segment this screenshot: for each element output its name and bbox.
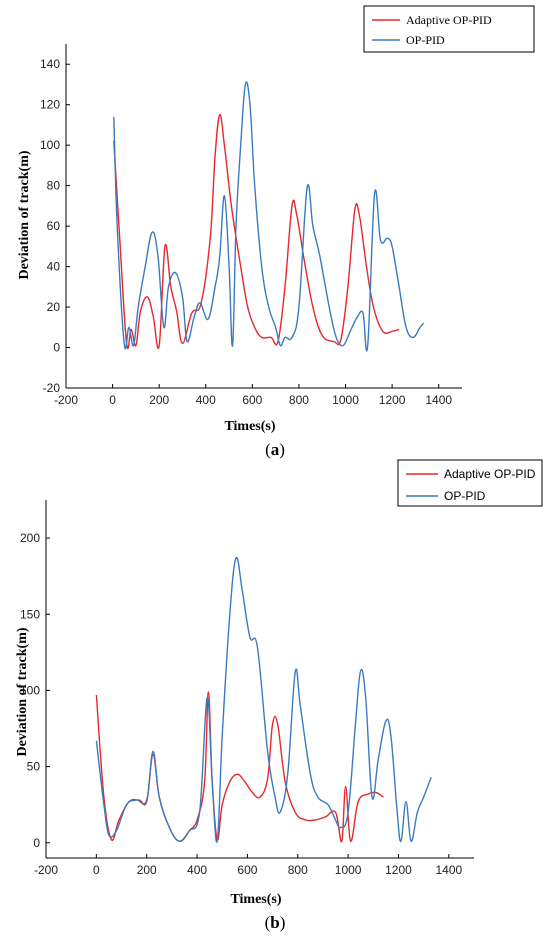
chart-a-xtick-label: 800 [289,393,309,407]
chart-a-xlabel: Times(s) [224,419,275,434]
chart-a-xtick-label: 0 [109,393,116,407]
chart-a-series-adaptive-op-pid-line [113,114,400,350]
chart-b-legend-box [397,459,543,507]
chart-b-legend: Adaptive OP-PID OP-PID [397,459,543,507]
chart-a-legend: Adaptive OP-PID OP-PID [363,5,535,53]
chart-b-series-op-pid-line [95,556,432,843]
chart-b-xtick-label: -200 [34,863,58,877]
chart-b-ytick-label: 50 [27,760,41,774]
chart-b-ylabel: Deviation of track(m) [15,627,30,756]
chart-b-ytick-label: 100 [20,683,40,697]
chart-a-xtick-label: 200 [149,393,169,407]
chart-a-ytick-label: 60 [47,219,61,233]
chart-b-caption-letter: b [270,913,279,932]
chart-a: Deviation of track(m) Times(s) Adaptive … [17,5,535,459]
chart-b-series-adaptive-op-pid-line [95,691,384,843]
chart-a-xtick-label: 400 [196,393,216,407]
chart-a-series-op-pid-line [113,81,425,352]
chart-a-xtick-label: 1200 [379,393,406,407]
chart-a-ytick-label: 40 [47,260,61,274]
chart-b-xtick-label: 0 [93,863,100,877]
chart-a-caption-letter: a [271,440,280,459]
chart-b-legend-label-0: Adaptive OP-PID [444,467,536,481]
chart-a-ytick-label: -20 [43,381,61,395]
chart-b-xtick-label: 800 [288,863,308,877]
chart-a-caption: (a) [265,440,285,459]
chart-a-xtick-label: -200 [54,393,78,407]
chart-a-ytick-label: 0 [53,341,60,355]
chart-b-caption: (b) [265,913,286,932]
chart-b-ytick-label: 0 [33,836,40,850]
chart-b-xtick-label: 600 [237,863,257,877]
chart-b-xtick-label: 1400 [435,863,462,877]
chart-a-legend-label-0: Adaptive OP-PID [406,13,492,27]
chart-b-legend-label-1: OP-PID [444,489,486,503]
chart-b: Deviation of track(m) Times(s) Adaptive … [15,459,543,932]
chart-a-xtick-label: 1400 [425,393,452,407]
chart-a-caption-close: ) [279,440,285,459]
chart-a-caption-open: ( [265,440,271,459]
chart-b-xtick-label: 1000 [335,863,362,877]
chart-a-ytick-label: 20 [47,300,61,314]
chart-a-xtick-label: 1000 [332,393,359,407]
chart-a-xtick-label: 600 [242,393,262,407]
chart-a-legend-box [363,5,535,53]
chart-b-caption-close: ) [280,913,286,932]
chart-a-ytick-label: 80 [47,179,61,193]
chart-b-xtick-label: 400 [187,863,207,877]
chart-b-caption-open: ( [265,913,271,932]
chart-b-ytick-label: 150 [20,607,40,621]
chart-a-ytick-label: 100 [40,138,60,152]
chart-b-xtick-label: 1200 [385,863,412,877]
chart-b-ytick-label: 200 [20,531,40,545]
chart-a-ylabel: Deviation of track(m) [17,150,32,279]
chart-a-ytick-label: 120 [40,98,60,112]
chart-a-legend-label-1: OP-PID [406,33,445,47]
chart-b-xtick-label: 200 [137,863,157,877]
chart-a-ytick-label: 140 [40,57,60,71]
chart-b-xlabel: Times(s) [230,892,281,907]
